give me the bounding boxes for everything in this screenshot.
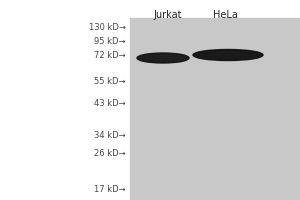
Text: 130 kD→: 130 kD→: [89, 23, 126, 32]
Text: 72 kD→: 72 kD→: [94, 51, 126, 60]
Text: Jurkat: Jurkat: [154, 10, 182, 20]
Ellipse shape: [137, 53, 189, 63]
Text: 55 kD→: 55 kD→: [94, 77, 126, 86]
Text: 43 kD→: 43 kD→: [94, 99, 126, 108]
Bar: [130, 18, 300, 200]
Text: 95 kD→: 95 kD→: [94, 38, 126, 46]
Text: HeLa: HeLa: [213, 10, 237, 20]
Text: 26 kD→: 26 kD→: [94, 150, 126, 158]
Text: 34 kD→: 34 kD→: [94, 132, 126, 140]
Ellipse shape: [193, 49, 263, 60]
Text: 17 kD→: 17 kD→: [94, 186, 126, 194]
